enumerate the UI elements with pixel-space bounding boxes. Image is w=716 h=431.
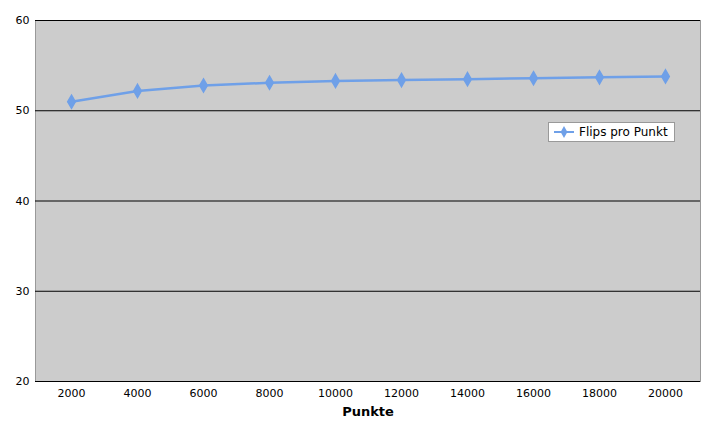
- svg-text:4000: 4000: [124, 387, 152, 400]
- svg-text:Punkte: Punkte: [342, 404, 394, 419]
- html-text:Flips pro Punkt: Flips pro Punkt: [579, 125, 668, 139]
- svg-text:2000: 2000: [58, 387, 86, 400]
- svg-text:20: 20: [16, 375, 30, 388]
- svg-text:6000: 6000: [190, 387, 218, 400]
- svg-text:12000: 12000: [384, 387, 419, 400]
- svg-text:8000: 8000: [256, 387, 284, 400]
- svg-text:14000: 14000: [450, 387, 485, 400]
- svg-text:30: 30: [16, 285, 30, 298]
- svg-text:16000: 16000: [516, 387, 551, 400]
- svg-text:50: 50: [16, 104, 30, 117]
- svg-text:20000: 20000: [648, 387, 683, 400]
- svg-text:40: 40: [16, 195, 30, 208]
- svg-text:60: 60: [16, 14, 30, 27]
- svg-text:10000: 10000: [318, 387, 353, 400]
- svg-text:18000: 18000: [582, 387, 617, 400]
